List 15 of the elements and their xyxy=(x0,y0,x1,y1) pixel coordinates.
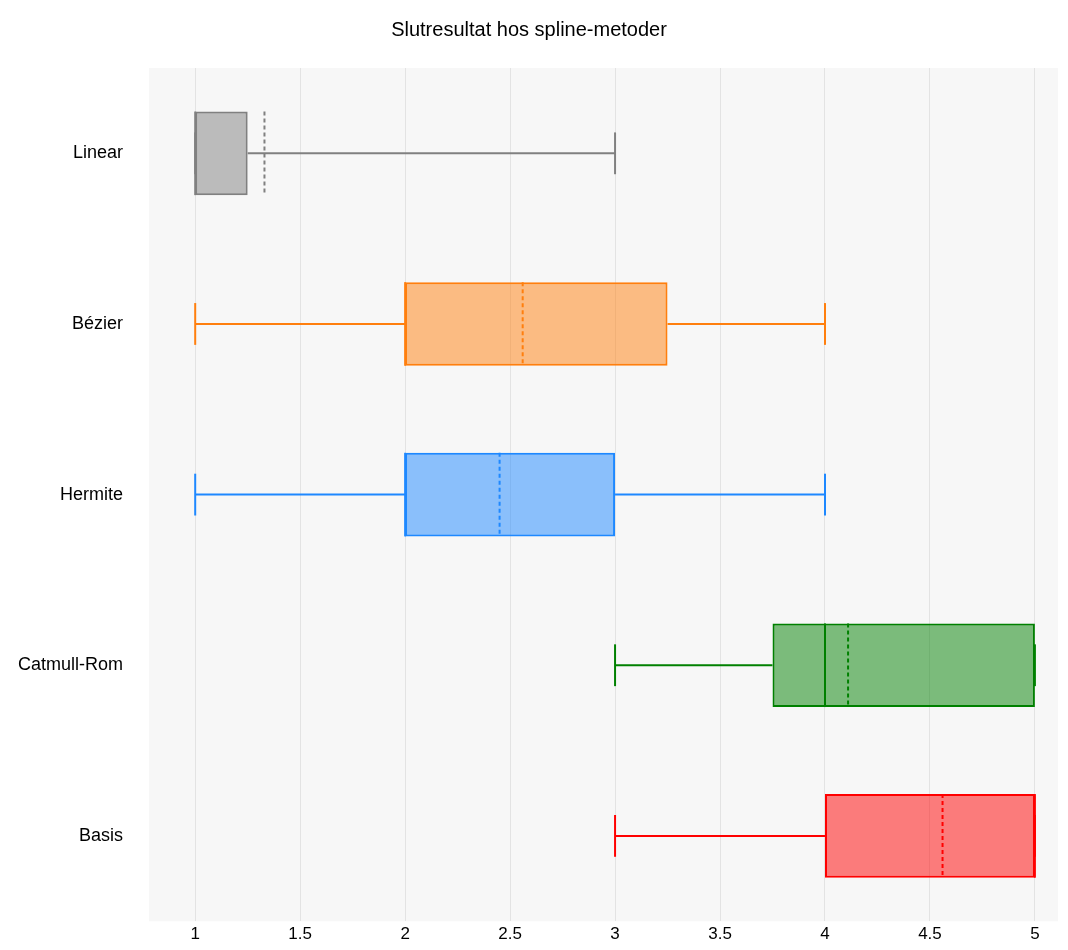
x-tick-label: 3.5 xyxy=(708,924,732,944)
x-tick-label: 4.5 xyxy=(918,924,942,944)
y-tick-label: Bézier xyxy=(71,312,124,333)
x-tick-label: 5 xyxy=(1030,924,1040,944)
x-tick-label: 1 xyxy=(190,924,200,944)
chart-title: Slutresultat hos spline-metoder xyxy=(391,17,668,40)
x-tick-label: 3 xyxy=(610,924,620,944)
x-tick-label: 2 xyxy=(400,924,410,944)
y-tick-label: Linear xyxy=(72,142,124,163)
y-tick-label: Catmull-Rom xyxy=(18,654,124,675)
y-tick-label: Hermite xyxy=(60,483,124,504)
x-tick-label: 2.5 xyxy=(498,924,522,944)
x-tick-label: 4 xyxy=(820,924,830,944)
y-tick-label: Basis xyxy=(79,824,124,845)
x-tick-label: 1.5 xyxy=(288,924,312,944)
